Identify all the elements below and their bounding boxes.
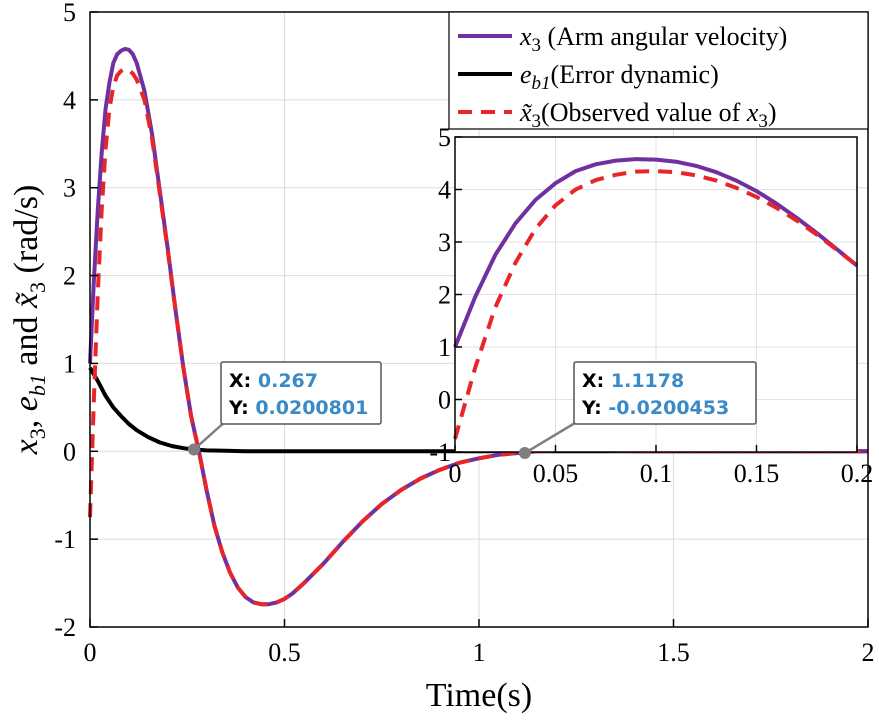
x-tick-label: 1 <box>473 638 486 667</box>
inset-x-tick-label: 0.1 <box>640 459 673 488</box>
inset-x-tick-label: 0.05 <box>533 459 579 488</box>
series-line-x3obs <box>88 67 868 607</box>
datatip-marker <box>518 447 531 460</box>
x-tick-label: 0.5 <box>268 638 301 667</box>
inset-x-tick-label: 0 <box>449 459 462 488</box>
y-tick-label: 2 <box>63 262 76 291</box>
legend-label-x3obs: x̃3(Observed value of x3) <box>519 98 777 132</box>
y-tick-label: 1 <box>63 349 76 378</box>
inset-y-tick-label: -1 <box>429 438 451 467</box>
datatip-connector <box>193 419 228 451</box>
y-tick-label: 3 <box>63 174 76 203</box>
legend: x3 (Arm angular velocity) eb1(Error dynam… <box>448 11 869 132</box>
y-tick-label: 4 <box>63 86 76 115</box>
y-tick-label: -1 <box>54 525 76 554</box>
legend-label-x3: x3 (Arm angular velocity) <box>519 22 787 56</box>
y-tick-label: 5 <box>63 0 76 27</box>
x-tick-label: 1.5 <box>657 638 690 667</box>
datatip-y-readout: Y: -0.0200453 <box>581 397 729 419</box>
datatip-2: X: 1.1178 Y: -0.0200453 <box>518 361 757 460</box>
x-tick-label: 0 <box>84 638 97 667</box>
legend-box <box>448 11 869 130</box>
inset-y-tick-label: 4 <box>438 176 451 205</box>
inset-y-tick-label: 5 <box>438 123 451 152</box>
datatip-marker <box>187 443 200 456</box>
inset-y-tick-label: 0 <box>438 386 451 415</box>
datatip-box <box>220 361 382 425</box>
datatip-y-readout: Y: 0.0200801 <box>228 397 368 419</box>
y-tick-label: -2 <box>54 613 76 642</box>
datatip-x-readout: X: 0.267 <box>229 370 318 392</box>
datatip-connector <box>524 418 581 455</box>
inset-x-tick-label: 0.2 <box>841 459 874 488</box>
y-axis-label: x3, eb1 and x̃3 (rad/s) <box>8 185 50 456</box>
inset-x-tick-label: 0.15 <box>734 459 780 488</box>
x-axis-label: Time(s) <box>426 677 532 714</box>
inset-y-tick-label: 3 <box>438 228 451 257</box>
y-tick-label: 0 <box>63 437 76 466</box>
inset-series-line-x3obs <box>453 169 859 440</box>
legend-label-eb1: eb1(Error dynamic) <box>520 60 719 94</box>
datatip-box <box>573 361 757 425</box>
x-tick-label: 2 <box>862 638 875 667</box>
datatip-x-readout: X: 1.1178 <box>582 370 684 392</box>
datatips: X: 0.267 Y: 0.0200801 X: 1.1178 Y: -0.02004… <box>187 361 757 460</box>
inset-y-tick-label: 2 <box>438 281 451 310</box>
inset-series-line-x3 <box>453 157 859 348</box>
datatip-1: X: 0.267 Y: 0.0200801 <box>187 361 382 456</box>
inset-y-tick-label: 1 <box>438 333 451 362</box>
